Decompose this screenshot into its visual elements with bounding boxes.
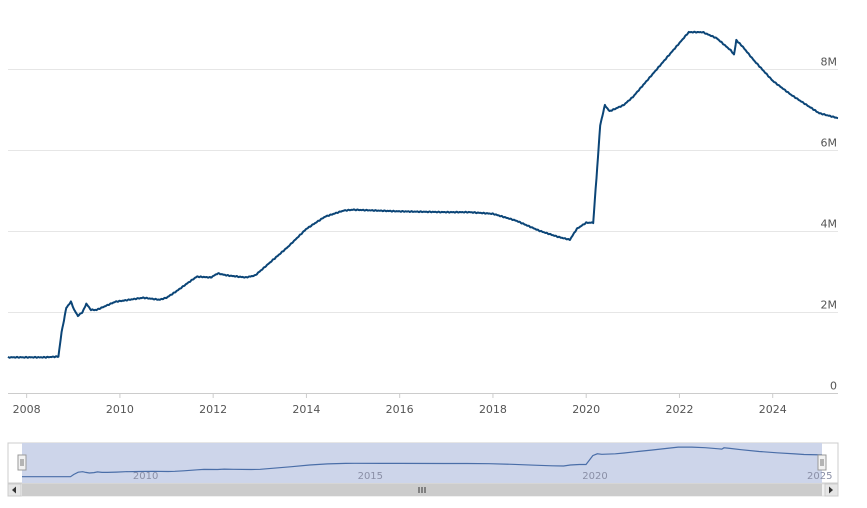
x-tick-label: 2018	[479, 403, 507, 416]
gridlines	[8, 69, 838, 394]
navigator-scrollbar[interactable]	[7, 483, 839, 497]
y-tick-label: 4M	[821, 218, 838, 231]
range-navigator[interactable]: 2010 2015 2020 2025	[7, 442, 839, 484]
y-tick-label: 2M	[821, 299, 838, 312]
series-line	[7, 30, 839, 359]
arrow-right-icon	[829, 486, 833, 494]
y-tick-label: 0	[830, 380, 837, 393]
x-tick-label: 2010	[106, 403, 134, 416]
navigator-right-handle[interactable]	[817, 454, 827, 471]
handle-body[interactable]	[817, 454, 827, 471]
x-tick-label: 2022	[665, 403, 693, 416]
y-tick-label: 8M	[821, 56, 838, 69]
x-tick-label: 2020	[572, 403, 600, 416]
navigator-left-handle[interactable]	[17, 454, 27, 471]
x-tick-label: 2016	[386, 403, 414, 416]
navigator-tick-label: 2015	[358, 471, 383, 482]
navigator-tick-label: 2025	[807, 471, 832, 482]
x-tick-label: 2014	[292, 403, 320, 416]
navigator-tick-label: 2010	[133, 471, 158, 482]
navigator-series-line	[22, 446, 823, 478]
x-tick-label: 2024	[759, 403, 787, 416]
x-tick-label: 2008	[13, 403, 41, 416]
x-axis: 2008 2010 2012 2014 2016 2018 2020 2022 2024	[8, 393, 838, 416]
handle-body[interactable]	[17, 454, 27, 471]
navigator-ticks: 2010 2015 2020 2025	[133, 471, 833, 482]
y-tick-label: 6M	[821, 137, 838, 150]
scrollbar-grip-icon	[418, 487, 426, 493]
y-axis: 0 2M 4M 6M 8M	[821, 56, 838, 393]
arrow-left-icon	[12, 486, 16, 494]
navigator-tick-label: 2020	[582, 471, 607, 482]
x-tick-label: 2012	[199, 403, 227, 416]
navigator-series	[22, 446, 823, 478]
series-layer	[7, 30, 839, 359]
